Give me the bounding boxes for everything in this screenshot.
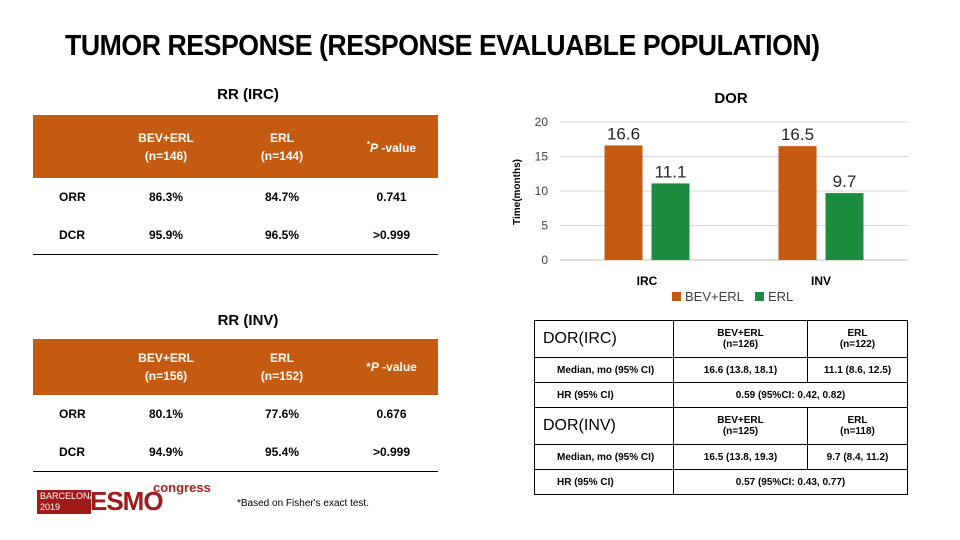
cell-value: 94.9%: [113, 433, 219, 472]
rr-irc-col1-header: BEV+ERL (n=146): [138, 130, 194, 163]
rr-irc-table: BEV+ERL (n=146) ERL (n=144) *P -value ORR …: [33, 115, 438, 255]
table-row: Median, mo (95% CI) 16.6 (13.8, 18.1) 11…: [534, 357, 908, 383]
cell-pvalue: 0.676: [376, 407, 407, 421]
page-title: TUMOR RESPONSE (RESPONSE EVALUABLE POPUL…: [65, 30, 820, 62]
cell-value: 16.5 (13.8, 19.3): [673, 444, 808, 470]
dor-irc-col2-header: ERL (n=122): [807, 320, 908, 358]
cell-value: 9.7 (8.4, 11.2): [807, 444, 908, 470]
cell-value: 16.6 (13.8, 18.1): [673, 357, 808, 383]
esmo-congress-logo: BARCELONA 2019 ESMO congress: [33, 480, 213, 516]
dor-irc-col1-header: BEV+ERL (n=126): [673, 320, 808, 358]
cell-value: 11.1 (8.6, 12.5): [807, 357, 908, 383]
y-tick-label: 15: [535, 150, 549, 164]
logo-suffix: congress: [153, 480, 211, 495]
footnote: *Based on Fisher's exact test.: [237, 498, 369, 509]
dor-irc-header: DOR(IRC): [534, 320, 674, 358]
bar: [604, 145, 643, 260]
dor-irc-header-row: DOR(IRC) BEV+ERL (n=126) ERL (n=122): [534, 320, 908, 358]
dor-table: DOR(IRC) BEV+ERL (n=126) ERL (n=122) Media…: [534, 320, 908, 495]
rr-inv-col2-header: ERL (n=152): [260, 351, 304, 383]
cell-value: 0.59 (95%CI: 0.42, 0.82): [673, 382, 908, 408]
logo-brand: ESMO: [90, 486, 164, 516]
cell-value: 84.7%: [264, 190, 300, 204]
table-row: ORR 86.3% 84.7% 0.741: [33, 178, 438, 216]
legend-label: ERL: [768, 289, 793, 304]
cell-value: 80.1%: [148, 407, 184, 421]
row-label: Median, mo (95% CI): [534, 444, 674, 470]
row-label: DCR: [33, 216, 113, 255]
dor-inv-col1-header: BEV+ERL (n=125): [673, 407, 808, 445]
cell-value: 86.3%: [148, 190, 184, 204]
data-label: 11.1: [655, 162, 687, 181]
row-label: DCR: [33, 433, 113, 472]
y-tick-label: 10: [535, 184, 549, 198]
legend-label: BEV+ERL: [685, 289, 744, 304]
rr-irc-col2-header: ERL (n=144): [260, 130, 304, 163]
x-tick-label: INV: [811, 274, 831, 288]
row-label: HR (95% CI): [534, 469, 674, 495]
cell-pvalue: >0.999: [345, 216, 438, 255]
rr-irc-pvalue-header: *P -value: [366, 140, 417, 155]
cell-value: 95.4%: [219, 433, 345, 472]
cell-value: 95.9%: [113, 216, 219, 255]
logo-city: BARCELONA 2019: [37, 490, 96, 514]
data-label: 16.6: [607, 124, 640, 143]
legend-swatch: [755, 292, 764, 301]
bar: [778, 146, 817, 260]
rr-inv-header-row: BEV+ERL (n=156) ERL (n=152) *P -value: [33, 339, 438, 395]
rr-inv-col1-header: BEV+ERL (n=156): [138, 351, 194, 383]
cell-value: 77.6%: [264, 407, 300, 421]
table-row: Median, mo (95% CI) 16.5 (13.8, 19.3) 9.…: [534, 444, 908, 470]
row-label: ORR: [59, 407, 86, 421]
table-row: DCR 95.9% 96.5% >0.999: [33, 216, 438, 255]
y-tick-label: 5: [541, 219, 548, 233]
dor-bar-chart: DOR Time(months) 0 5 10 15 20 16.6 11.1 IRC 16.…: [512, 90, 908, 304]
x-tick-label: IRC: [637, 274, 658, 288]
row-label: Median, mo (95% CI): [534, 357, 674, 383]
rr-inv-header-blank: [33, 339, 113, 395]
rr-inv-table: BEV+ERL (n=156) ERL (n=152) *P -value ORR …: [33, 339, 438, 472]
cell-pvalue: 0.741: [376, 190, 407, 204]
data-label: 9.7: [833, 172, 857, 191]
rr-inv-title: RR (INV): [217, 312, 279, 329]
y-tick-label: 0: [541, 253, 548, 267]
cell-value: 0.57 (95%CI: 0.43, 0.77): [673, 469, 908, 495]
rr-inv-pvalue-header: *P -value: [366, 360, 417, 374]
dor-inv-header-row: DOR(INV) BEV+ERL (n=125) ERL (n=118): [534, 407, 908, 445]
y-axis-label: Time(months): [512, 159, 523, 225]
cell-pvalue: >0.999: [345, 433, 438, 472]
dor-inv-col2-header: ERL (n=118): [807, 407, 908, 445]
rr-irc-title: RR (IRC): [217, 86, 279, 103]
data-label: 16.5: [781, 125, 814, 144]
rr-irc-header-blank: [33, 115, 113, 178]
row-label: HR (95% CI): [534, 382, 674, 408]
chart-title: DOR: [714, 90, 748, 107]
cell-value: 96.5%: [219, 216, 345, 255]
legend-swatch: [672, 292, 681, 301]
table-row: ORR 80.1% 77.6% 0.676: [33, 395, 438, 433]
row-label: ORR: [59, 190, 86, 204]
bar: [651, 183, 690, 260]
y-tick-label: 20: [535, 115, 549, 129]
table-row: HR (95% CI) 0.59 (95%CI: 0.42, 0.82): [534, 382, 908, 408]
dor-inv-header: DOR(INV): [534, 407, 674, 445]
table-row: DCR 94.9% 95.4% >0.999: [33, 433, 438, 472]
rr-irc-header-row: BEV+ERL (n=146) ERL (n=144) *P -value: [33, 115, 438, 178]
bar: [825, 193, 864, 260]
table-row: HR (95% CI) 0.57 (95%CI: 0.43, 0.77): [534, 469, 908, 495]
